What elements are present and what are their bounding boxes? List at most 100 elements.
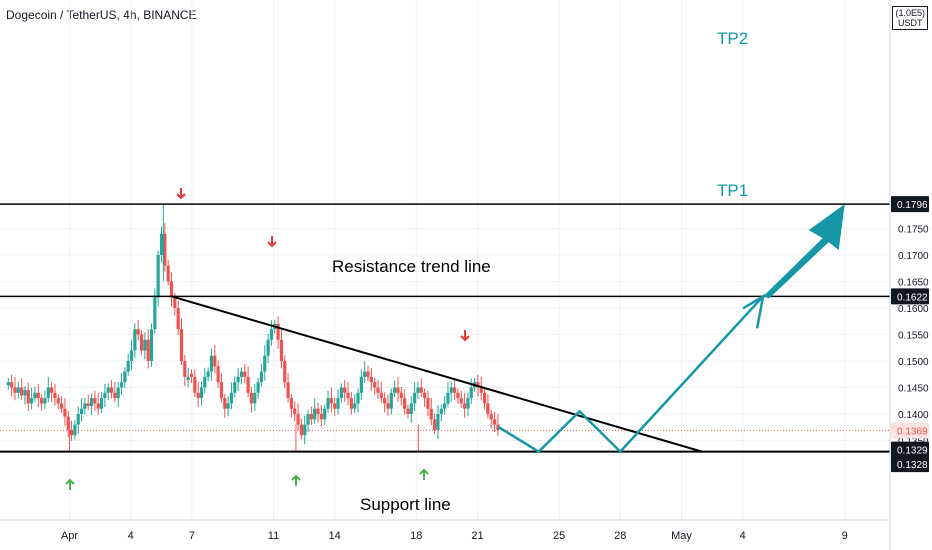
candle-body [176, 308, 180, 330]
candle-body [486, 403, 490, 414]
candle-body [426, 398, 430, 409]
projection-path [497, 295, 765, 454]
candle-body [109, 387, 114, 393]
date-tick-label: 25 [553, 530, 565, 542]
date-tick-label: 28 [614, 530, 626, 542]
candle-body [186, 376, 190, 381]
candle-body [419, 387, 423, 393]
candle-body [159, 233, 164, 255]
candle-body [169, 281, 174, 298]
price-tick-label: 0.1650 [898, 278, 929, 289]
candle-body [299, 424, 303, 436]
candle-body [189, 373, 194, 377]
candle-body [266, 339, 270, 356]
candle-body [409, 403, 413, 414]
candle-body [93, 398, 97, 404]
candle-body [359, 376, 363, 393]
candle-body [343, 387, 347, 393]
date-tick-label: Apr [61, 530, 78, 542]
price-tick-label: 0.1450 [898, 384, 929, 395]
candle-body [156, 255, 160, 298]
candle-body [119, 382, 124, 388]
candle-body [73, 424, 77, 436]
candle-body [479, 387, 483, 393]
candle-body [396, 387, 400, 393]
price-tags: 0.1796 0.1622 0.1369 0.1329 0.1328 [891, 196, 929, 473]
price-tag-box [891, 456, 929, 473]
price-tick-label: 0.1600 [898, 304, 929, 315]
candle-body [286, 382, 290, 399]
candle-body [403, 398, 407, 409]
candle-body [106, 387, 110, 393]
candle-body [276, 323, 280, 340]
candle-body [206, 371, 210, 377]
date-tick-label: 18 [410, 530, 422, 542]
candle-body [399, 392, 403, 399]
candle-body [492, 419, 497, 425]
candle-body [339, 387, 343, 399]
candle-body [293, 408, 297, 414]
date-tick-label: 9 [842, 530, 848, 542]
candle-body [46, 387, 50, 399]
price-tag-label: 0.1328 [897, 460, 928, 471]
candle-body [336, 398, 340, 409]
candle-body [49, 387, 54, 393]
candle-body [433, 419, 437, 430]
candle-body [166, 265, 170, 282]
candle-body [462, 403, 467, 409]
candle-body [439, 408, 443, 414]
candle-body [306, 414, 310, 425]
chart-title: Dogecoin / TetherUS, 4h, BINANCE [6, 8, 197, 22]
candle-body [219, 382, 224, 399]
candle-body [63, 408, 67, 417]
support-label: Support line [360, 495, 451, 514]
candle-body [373, 382, 377, 388]
candle-body [449, 387, 453, 393]
candle-body [66, 416, 70, 430]
candle-body [53, 392, 57, 399]
candle-body [10, 382, 14, 388]
candle-body [243, 371, 247, 377]
candle-body [279, 339, 284, 361]
candle-body [369, 376, 373, 383]
candle-body [259, 371, 264, 383]
candle-body [482, 392, 487, 404]
price-tick-label: 0.1550 [898, 331, 929, 342]
candle-body [329, 398, 333, 404]
candle-body [436, 414, 440, 430]
tp2-arrow [763, 204, 845, 299]
price-unit-badge: (1.0E5) USDT [892, 6, 928, 30]
candle-body [86, 403, 90, 407]
candle-body [316, 408, 320, 414]
candle-body [96, 403, 100, 409]
candle-body [33, 392, 37, 399]
date-tick-label: 4 [740, 530, 746, 542]
candle-body [296, 414, 300, 425]
candle-body [56, 398, 60, 404]
candle-body [173, 297, 177, 308]
candle-body [43, 398, 47, 404]
candle-body [459, 398, 463, 404]
candle-body [356, 392, 360, 404]
candle-body [116, 387, 120, 399]
arrow-head [419, 468, 429, 475]
candle-body [30, 398, 34, 404]
candle-body [376, 387, 380, 393]
candle-body [443, 403, 447, 409]
candle-body [196, 392, 200, 399]
candle-body [123, 371, 127, 383]
date-tick-label: May [671, 530, 692, 542]
price-tag-box [891, 288, 929, 305]
candle-body [363, 371, 367, 377]
candle-body [469, 387, 473, 399]
candle-body [489, 414, 493, 420]
candle-body [416, 387, 420, 393]
arrow-head [267, 241, 277, 248]
candle-body [146, 339, 150, 361]
candle-body [59, 403, 64, 409]
annotation-drawings: Resistance trend line Support line TP1 TP2 [65, 29, 845, 514]
date-tick-label: 21 [471, 530, 483, 542]
candle-body [269, 329, 274, 340]
price-tick-label: 0.1700 [898, 251, 929, 262]
